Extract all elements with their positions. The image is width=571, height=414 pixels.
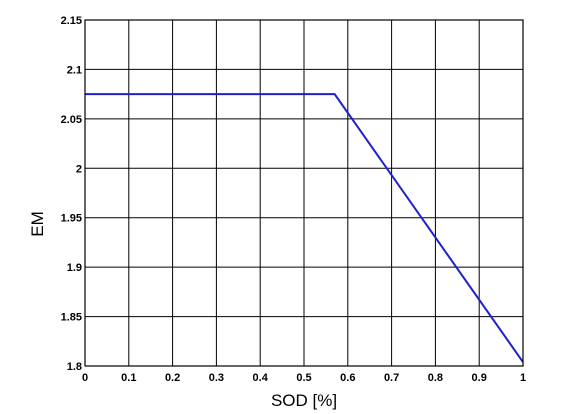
x-tick-label: 0.2 xyxy=(165,372,180,384)
y-tick-label: 2.05 xyxy=(61,114,82,126)
y-tick-label: 2.1 xyxy=(67,64,82,76)
x-tick-label: 0.7 xyxy=(384,372,399,384)
x-tick-label: 0.9 xyxy=(472,372,487,384)
x-tick-label: 0 xyxy=(82,372,88,384)
x-tick-label: 1 xyxy=(520,372,526,384)
x-tick-labels: 0 0.1 0.2 0.3 0.4 0.5 0.6 0.7 0.8 0.9 1 xyxy=(82,372,526,384)
y-tick-label: 1.85 xyxy=(61,312,82,324)
x-tick-label: 0.1 xyxy=(121,372,136,384)
series-group xyxy=(85,93,524,363)
y-tick-label: 1.8 xyxy=(67,361,82,373)
series-line xyxy=(85,93,524,363)
x-tick-label: 0.8 xyxy=(428,372,443,384)
y-tick-labels: 1.8 1.85 1.9 1.95 2 2.05 2.1 2.15 xyxy=(61,15,82,373)
grid-lines xyxy=(84,19,524,367)
x-axis-label: SOD [%] xyxy=(271,391,337,410)
y-tick-label: 2.15 xyxy=(61,15,82,27)
y-axis-label: EM xyxy=(28,211,47,237)
y-tick-label: 2 xyxy=(76,163,82,175)
plot-frame xyxy=(84,19,524,367)
x-tick-label: 0.6 xyxy=(340,372,355,384)
y-tick-label: 1.9 xyxy=(67,262,82,274)
y-tick-label: 1.95 xyxy=(61,213,82,225)
x-tick-label: 0.3 xyxy=(209,372,224,384)
x-tick-label: 0.5 xyxy=(296,372,311,384)
x-tick-label: 0.4 xyxy=(253,372,269,384)
